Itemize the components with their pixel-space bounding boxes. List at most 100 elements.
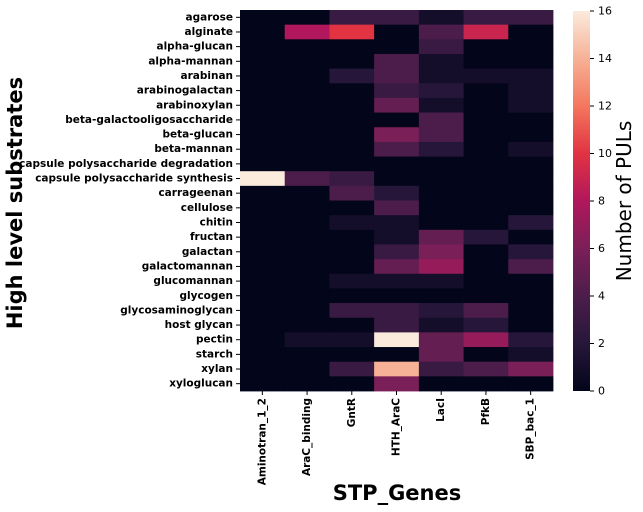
heatmap-cell bbox=[418, 97, 464, 113]
heatmap-cell bbox=[418, 68, 464, 84]
heatmap-cell bbox=[463, 303, 509, 319]
y-tick-label: starch bbox=[196, 348, 233, 360]
heatmap-cell bbox=[329, 112, 375, 128]
heatmap-cell bbox=[284, 200, 330, 216]
heatmap-cell bbox=[374, 332, 420, 348]
heatmap-cell bbox=[329, 332, 375, 348]
heatmap-cell bbox=[508, 376, 554, 392]
heatmap-cell bbox=[329, 317, 375, 333]
heatmap-cell bbox=[329, 53, 375, 70]
heatmap-cell bbox=[240, 259, 286, 275]
heatmap-cell bbox=[418, 303, 464, 319]
x-tick-label: AraC_binding bbox=[301, 398, 313, 476]
tick-marks bbox=[236, 16, 532, 395]
heatmap-cell bbox=[284, 24, 330, 40]
heatmap-cell bbox=[374, 53, 420, 70]
colorbar-tick-label: 2 bbox=[598, 337, 605, 350]
heatmap-cell bbox=[240, 361, 286, 377]
heatmap-cell bbox=[240, 112, 286, 128]
heatmap-cell bbox=[284, 185, 330, 201]
heatmap-cell bbox=[284, 171, 330, 187]
heatmap-cell bbox=[284, 156, 330, 172]
heatmap-cell bbox=[418, 53, 464, 70]
heatmap-cell bbox=[508, 127, 554, 143]
y-tick-label: xyloglucan bbox=[169, 378, 233, 390]
heatmap-cell bbox=[329, 273, 375, 289]
heatmap-cell bbox=[374, 347, 420, 363]
y-tick-label: agarose bbox=[186, 11, 233, 23]
x-tick-label: Aminotran_1_2 bbox=[256, 398, 268, 485]
heatmap-cell bbox=[463, 141, 509, 157]
heatmap-cell bbox=[374, 200, 420, 216]
colorbar-tick-label: 6 bbox=[598, 242, 605, 255]
heatmap-cell bbox=[508, 156, 554, 172]
y-tick-label: alginate bbox=[184, 26, 233, 38]
y-tick-label: arabinan bbox=[181, 70, 234, 82]
heatmap-cell bbox=[240, 376, 286, 392]
heatmap-cell bbox=[284, 215, 330, 231]
heatmap-cell bbox=[284, 10, 330, 26]
heatmap-cells bbox=[240, 10, 554, 392]
y-tick-label: chitin bbox=[200, 216, 233, 228]
y-tick-label: galactomannan bbox=[142, 260, 233, 272]
x-tick-label: HTH_AraC bbox=[391, 398, 403, 456]
heatmap-cell bbox=[284, 361, 330, 377]
heatmap-cell bbox=[284, 288, 330, 304]
heatmap-cell bbox=[240, 10, 286, 26]
heatmap-cell bbox=[508, 112, 554, 128]
heatmap-cell bbox=[463, 171, 509, 187]
heatmap-cell bbox=[329, 68, 375, 84]
heatmap-cell bbox=[418, 273, 464, 289]
heatmap-cell bbox=[329, 215, 375, 231]
heatmap-cell bbox=[284, 273, 330, 289]
y-tick-label: host glycan bbox=[165, 319, 233, 331]
heatmap-cell bbox=[463, 156, 509, 172]
heatmap-cell bbox=[418, 171, 464, 187]
heatmap-cell bbox=[284, 68, 330, 84]
heatmap-cell bbox=[240, 185, 286, 201]
y-tick-label: pectin bbox=[196, 334, 233, 346]
y-tick-labels: agarose alginate alpha-glucan alpha-mannan a… bbox=[19, 11, 233, 389]
heatmap-cell bbox=[463, 347, 509, 363]
heatmap-cell bbox=[284, 259, 330, 275]
heatmap-cell bbox=[284, 53, 330, 70]
heatmap-cell bbox=[463, 53, 509, 70]
heatmap-cell bbox=[374, 215, 420, 231]
y-tick-label: beta-mannan bbox=[154, 143, 233, 155]
heatmap-cell bbox=[463, 259, 509, 275]
heatmap-cell bbox=[374, 185, 420, 201]
heatmap-cell bbox=[374, 39, 420, 55]
heatmap-cell bbox=[374, 317, 420, 333]
heatmap-cell bbox=[508, 185, 554, 201]
colorbar-tick-label: 4 bbox=[598, 290, 605, 303]
heatmap-cell bbox=[508, 68, 554, 84]
heatmap-cell bbox=[374, 127, 420, 143]
y-tick-label: carrageenan bbox=[158, 187, 233, 199]
heatmap-cell bbox=[329, 376, 375, 392]
heatmap-cell bbox=[418, 332, 464, 348]
heatmap-cell bbox=[329, 171, 375, 187]
heatmap-cell bbox=[508, 24, 554, 40]
y-tick-label: capsule polysaccharide synthesis bbox=[35, 173, 233, 185]
heatmap-cell bbox=[508, 141, 554, 157]
heatmap-cell bbox=[418, 376, 464, 392]
heatmap-cell bbox=[418, 127, 464, 143]
heatmap-cell bbox=[284, 376, 330, 392]
x-tick-labels: Aminotran_1_2 AraC_binding GntR HTH_AraC Lac… bbox=[256, 398, 536, 486]
heatmap-cell bbox=[463, 24, 509, 40]
heatmap-cell bbox=[508, 229, 554, 245]
heatmap-cell bbox=[463, 244, 509, 260]
y-tick-label: arabinoxylan bbox=[156, 99, 233, 111]
heatmap-cell bbox=[418, 347, 464, 363]
heatmap-cell bbox=[463, 10, 509, 26]
heatmap-cell bbox=[284, 39, 330, 55]
y-tick-label: glycogen bbox=[179, 290, 233, 302]
heatmap-cell bbox=[374, 259, 420, 275]
heatmap-cell bbox=[329, 303, 375, 319]
y-tick-label: beta-glucan bbox=[163, 129, 233, 141]
heatmap-cell bbox=[463, 288, 509, 304]
heatmap-cell bbox=[463, 112, 509, 128]
x-tick-label: GntR bbox=[346, 398, 358, 427]
heatmap-cell bbox=[508, 303, 554, 319]
